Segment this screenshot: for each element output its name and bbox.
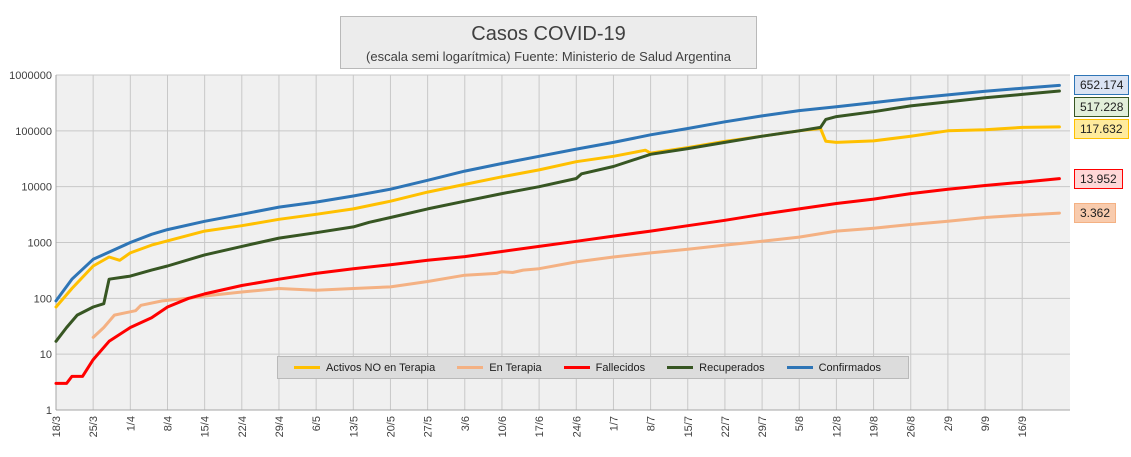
chart-subtitle: (escala semi logarítmica) Fuente: Minist… <box>366 49 731 64</box>
legend-item: Confirmados <box>786 361 881 374</box>
x-tick-label: 9/9 <box>980 416 992 431</box>
y-tick-label: 10 <box>40 349 52 361</box>
end-value-label: 3.362 <box>1074 203 1117 223</box>
x-tick-label: 1/7 <box>608 416 620 431</box>
chart-title: Casos COVID-19 <box>471 23 626 45</box>
x-tick-label: 16/9 <box>1017 416 1029 437</box>
x-tick-label: 27/5 <box>423 416 435 437</box>
x-tick-label: 10/6 <box>497 416 509 437</box>
x-tick-label: 24/6 <box>571 416 583 437</box>
legend-label: Confirmados <box>818 361 881 374</box>
y-tick-label: 100 <box>34 293 52 305</box>
x-tick-label: 22/7 <box>720 416 732 437</box>
x-tick-label: 3/6 <box>460 416 472 431</box>
legend-item: En Terapia <box>457 361 542 374</box>
legend-swatch <box>786 366 813 369</box>
legend-label: Activos NO en Terapia <box>326 361 436 374</box>
x-tick-label: 26/8 <box>906 416 918 437</box>
x-tick-label: 20/5 <box>385 416 397 437</box>
x-tick-label: 12/8 <box>831 416 843 437</box>
legend-label: Fallecidos <box>595 361 646 374</box>
x-tick-label: 25/3 <box>88 416 100 437</box>
x-tick-label: 8/7 <box>646 416 658 431</box>
legend-swatch <box>294 366 320 369</box>
y-tick-label: 1 <box>46 405 52 417</box>
x-tick-label: 29/4 <box>274 416 286 437</box>
x-tick-label: 2/9 <box>943 416 955 431</box>
y-tick-label: 1000000 <box>9 70 52 82</box>
legend-label: En Terapia <box>489 361 542 374</box>
x-tick-label: 8/4 <box>162 416 174 431</box>
x-tick-label: 6/5 <box>311 416 323 431</box>
y-tick-label: 10000 <box>21 182 52 194</box>
x-tick-label: 15/4 <box>200 416 212 437</box>
x-tick-label: 13/5 <box>348 416 360 437</box>
x-tick-label: 29/7 <box>757 416 769 437</box>
end-value-label: 652.174 <box>1074 75 1130 95</box>
legend-swatch <box>667 366 694 369</box>
legend-swatch <box>457 366 484 369</box>
legend: Activos NO en Terapia En Terapia Fallecido… <box>277 356 909 379</box>
x-tick-label: 22/4 <box>237 416 249 437</box>
end-value-label: 13.952 <box>1074 169 1123 189</box>
series-line-confirmados <box>54 83 1061 303</box>
end-value-label: 517.228 <box>1074 97 1130 117</box>
series-line-fallecidos <box>54 177 1061 385</box>
x-tick-label: 15/7 <box>683 416 695 437</box>
y-tick-label: 100000 <box>15 126 52 138</box>
y-tick-label: 1000 <box>28 238 52 250</box>
series-line-activos-no-en-terapia <box>54 125 1061 309</box>
legend-item: Activos NO en Terapia <box>294 362 435 374</box>
end-value-label: 117.632 <box>1074 119 1129 139</box>
series-line-en-terapia <box>91 211 1061 339</box>
series-line-recuperados <box>54 89 1061 343</box>
x-tick-label: 1/4 <box>125 416 137 431</box>
x-tick-label: 19/8 <box>869 416 881 437</box>
legend-swatch <box>563 366 590 369</box>
x-tick-label: 17/6 <box>534 416 546 437</box>
legend-item: Fallecidos <box>563 361 646 374</box>
x-tick-label: 18/3 <box>51 416 63 437</box>
legend-label: Recuperados <box>699 361 765 374</box>
legend-item: Recuperados <box>667 361 765 374</box>
x-tick-label: 5/8 <box>794 416 806 431</box>
title-box: Casos COVID-19 (escala semi logarítmica)… <box>340 16 757 69</box>
